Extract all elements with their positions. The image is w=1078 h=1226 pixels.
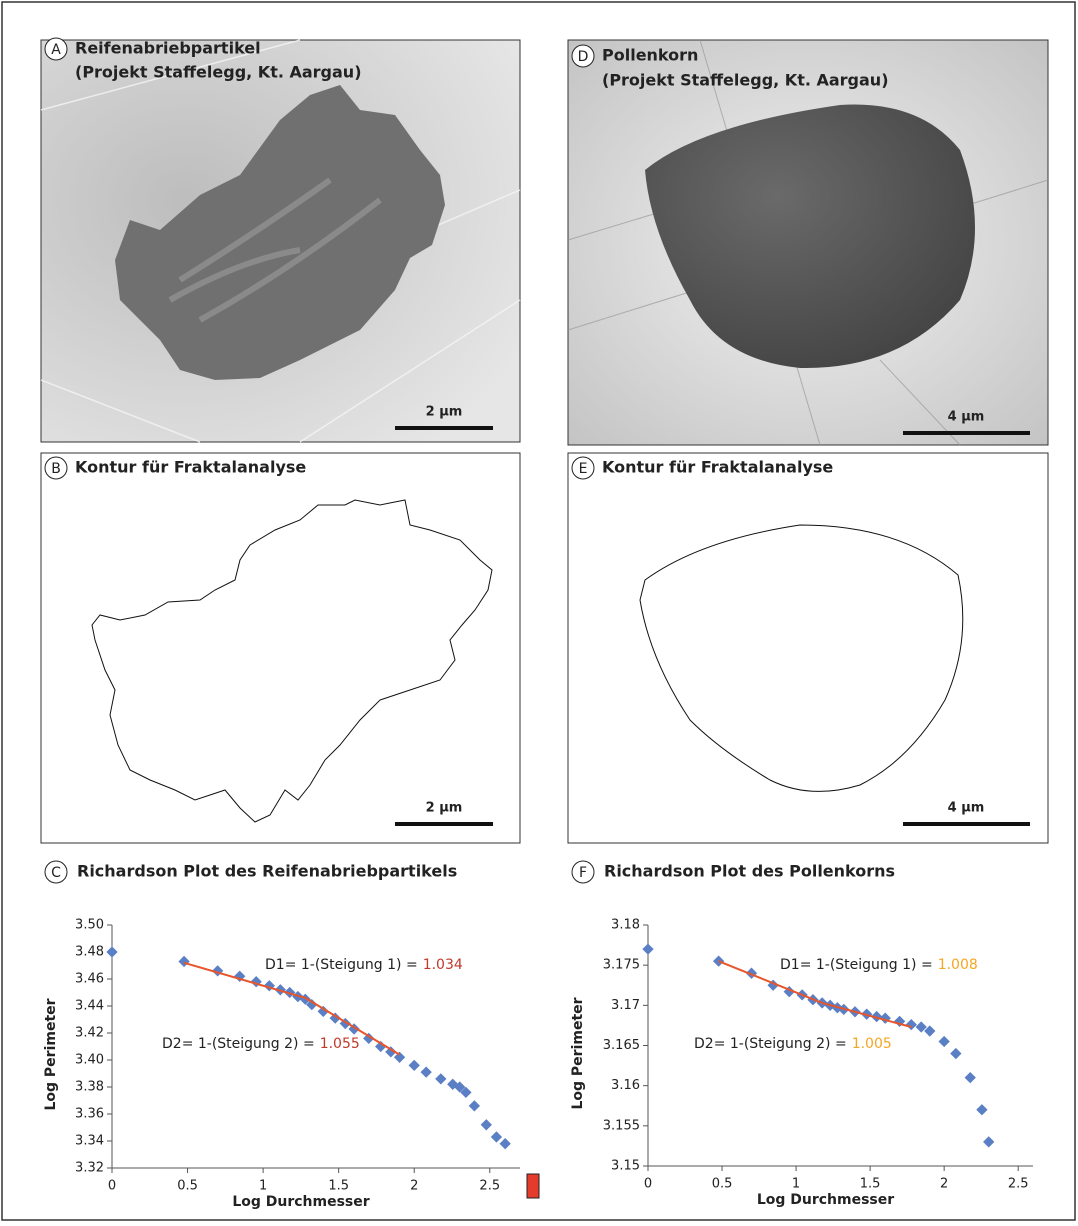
panel-title: Kontur für Fraktalanalyse [75,458,306,477]
y-tick-label: 3.40 [75,1053,104,1068]
x-tick-label: 1.5 [860,1177,881,1192]
data-point [976,1104,987,1115]
panel-title: Pollenkorn [602,46,698,65]
annotation-value: 1.005 [852,1036,892,1052]
scale-label: 4 µm [948,410,985,425]
y-tick-label: 3.44 [75,999,104,1014]
panel-e: E Kontur für Fraktalanalyse 4 µm [568,453,1048,843]
chart-title: Richardson Plot des Pollenkorns [604,862,895,881]
y-tick-label: 3.36 [75,1107,104,1122]
data-point [481,1119,492,1130]
data-point [642,943,653,954]
x-axis-label: Log Durchmesser [232,1194,369,1210]
x-tick-label: 0.5 [712,1177,733,1192]
data-point [106,946,117,957]
panel-subtitle: (Projekt Staffelegg, Kt. Aargau) [75,63,362,82]
y-tick-label: 3.155 [603,1118,640,1133]
chart-title: Richardson Plot des Reifenabriebpartikel… [77,862,457,881]
x-tick-label: 2 [410,1179,418,1194]
panel-title: Reifenabriebpartikel [75,39,261,58]
y-tick-label: 3.18 [611,918,640,933]
x-tick-label: 1 [792,1177,800,1192]
panel-letter: D [578,49,589,65]
annotation: D2= 1-(Steigung 2) = [694,1036,847,1052]
chart: F Richardson Plot des Pollenkorns 3.15 3.15… [570,861,1033,1208]
data-point [906,1019,917,1030]
scale-label: 2 µm [426,405,463,420]
panel-d: D Pollenkorn (Projekt Staffelegg, Kt. Aa… [568,40,1048,445]
data-point [421,1066,432,1077]
contour-frame [568,453,1048,843]
figure: A Reifenabriebpartikel (Projekt Staffele… [0,0,1078,1222]
data-point [500,1138,511,1149]
panel-letter: B [51,461,61,477]
x-tick-label: 1.5 [328,1179,349,1194]
panel-letter: A [51,42,61,58]
y-tick-label: 3.34 [75,1134,104,1149]
x-tick-label: 2.5 [479,1179,500,1194]
data-point [938,1036,949,1047]
data-point [965,1072,976,1083]
scale-label: 2 µm [426,801,463,816]
x-tick-label: 1 [259,1179,267,1194]
fit-line [822,1003,911,1027]
y-tick-label: 3.38 [75,1080,104,1095]
y-tick-label: 3.46 [75,972,104,987]
y-tick-label: 3.48 [75,945,104,960]
contour-frame [41,453,520,843]
data-point [178,956,189,967]
data-point [983,1136,994,1147]
annotation: D2= 1-(Steigung 2) = [162,1036,315,1052]
x-tick-label: 0 [108,1179,116,1194]
x-tick-label: 2.5 [1008,1177,1029,1192]
panel-letter: F [579,865,587,881]
panel-letter: E [579,461,588,477]
data-point [950,1048,961,1059]
data-point [435,1073,446,1084]
marker [527,1174,539,1198]
annotation: D1= 1-(Steigung 1) = [265,957,418,973]
annotation-value: 1.055 [320,1036,360,1052]
y-axis-label: Log Perimeter [570,997,586,1109]
y-tick-label: 3.15 [611,1159,640,1174]
panel-b: B Kontur für Fraktalanalyse 2 µm [41,453,520,843]
panel-letter: C [51,865,61,881]
panel-subtitle: (Projekt Staffelegg, Kt. Aargau) [602,71,889,90]
x-tick-label: 0 [644,1177,652,1192]
x-axis-label: Log Durchmesser [757,1192,894,1208]
y-tick-label: 3.42 [75,1026,104,1041]
panel-title: Kontur für Fraktalanalyse [602,458,833,477]
scale-label: 4 µm [948,801,985,816]
y-tick-label: 3.16 [611,1078,640,1093]
data-point [491,1131,502,1142]
y-tick-label: 3.17 [611,998,640,1013]
data-point [409,1060,420,1071]
x-tick-label: 0.5 [177,1179,198,1194]
panel-a: A Reifenabriebpartikel (Projekt Staffele… [41,38,520,442]
y-tick-label: 3.50 [75,918,104,933]
y-tick-label: 3.165 [603,1038,640,1053]
y-tick-label: 3.175 [603,958,640,973]
annotation: D1= 1-(Steigung 1) = [780,957,933,973]
y-tick-label: 3.32 [75,1161,104,1176]
x-tick-label: 2 [940,1177,948,1192]
data-point [469,1100,480,1111]
annotation-value: 1.008 [938,957,978,973]
y-axis-label: Log Perimeter [43,998,59,1110]
chart: C Richardson Plot des Reifenabriebpartike… [43,861,520,1210]
annotation-value: 1.034 [423,957,463,973]
